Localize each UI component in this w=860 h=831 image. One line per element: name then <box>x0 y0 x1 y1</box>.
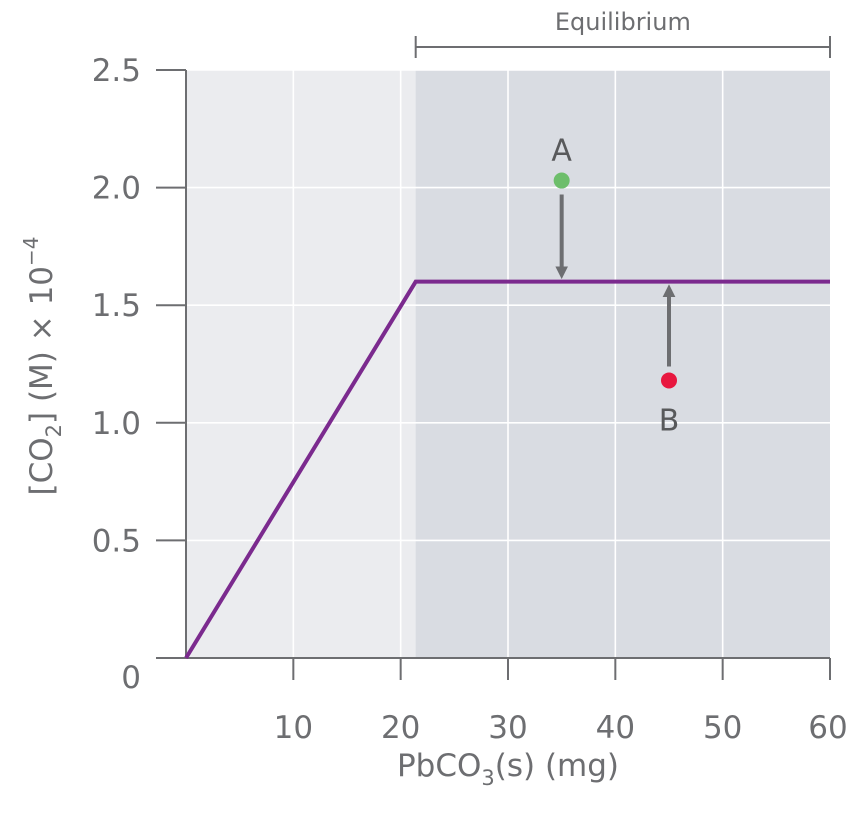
y-tick-label: 1.0 <box>92 406 141 442</box>
x-tick-label: 10 <box>274 710 313 746</box>
point-a <box>553 172 570 189</box>
y-tick-label: 2.5 <box>92 53 141 89</box>
y-tick-label: 2.0 <box>92 171 141 207</box>
equilibrium-label: Equilibrium <box>555 8 691 36</box>
x-tick-label: 50 <box>703 710 742 746</box>
x-tick-label: 20 <box>381 710 420 746</box>
grid-lines <box>186 69 830 658</box>
data-series <box>184 279 830 660</box>
point-label-a: A <box>551 134 572 169</box>
y-tick-label: 0 <box>121 660 141 696</box>
equilibrium-bracket: Equilibrium <box>414 8 831 58</box>
x-tick-label: 60 <box>808 710 847 746</box>
series-line <box>184 279 830 660</box>
annotation-points: AB <box>551 134 679 439</box>
y-tick-label: 1.5 <box>92 288 141 324</box>
y-axis-title: [CO2] (M) × 10−4 <box>19 236 66 495</box>
y-tick-label: 0.5 <box>92 523 141 559</box>
point-b <box>661 372 677 389</box>
x-tick-label: 40 <box>596 710 635 746</box>
x-axis: 10 20 30 40 50 60 <box>186 657 848 746</box>
x-axis-title: PbCO3(s) (mg) <box>397 748 619 790</box>
x-tick-label: 30 <box>488 710 527 746</box>
point-label-b: B <box>659 403 680 438</box>
y-axis: 0 0.5 1.0 1.5 2.0 2.5 <box>92 53 187 696</box>
equilibrium-region <box>415 70 830 658</box>
